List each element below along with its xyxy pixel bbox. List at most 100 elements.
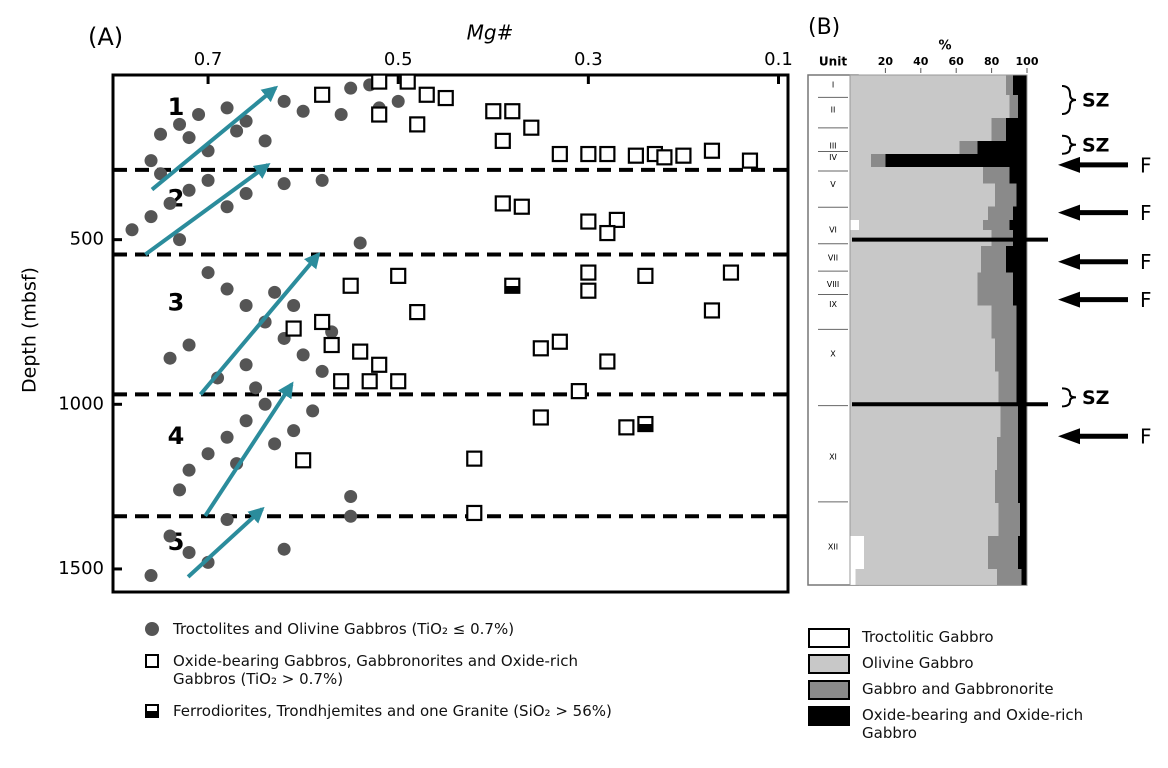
x-tick-label: 0.5 <box>384 49 413 70</box>
point <box>295 452 312 469</box>
point <box>342 277 359 294</box>
lithology-segment <box>988 536 1019 569</box>
lithology-segment <box>996 568 1022 586</box>
legend-entry: Gabbro and Gabbronorite <box>808 680 1128 700</box>
point <box>315 364 329 378</box>
lithology-segment <box>850 75 1006 95</box>
point <box>580 264 597 281</box>
lithology-segment <box>850 154 872 168</box>
lithology-segment <box>1005 117 1027 141</box>
x-tick-label: 40 <box>913 55 929 68</box>
lithology-segment <box>1009 94 1019 118</box>
point <box>144 154 158 168</box>
lithology-segment <box>850 94 1010 118</box>
point <box>258 397 272 411</box>
point <box>277 177 291 191</box>
point <box>249 381 263 395</box>
point <box>182 463 196 477</box>
point <box>344 81 358 95</box>
point <box>182 545 196 559</box>
point <box>371 73 388 90</box>
point <box>390 267 407 284</box>
fault-arrowhead <box>1058 291 1080 308</box>
point <box>211 371 225 385</box>
point <box>494 132 511 149</box>
lithology-segment <box>977 140 1027 155</box>
point <box>532 340 549 357</box>
unit-number: 3 <box>168 288 185 316</box>
unit-label: X <box>830 350 836 359</box>
point <box>220 430 234 444</box>
point <box>570 383 587 400</box>
lithology-segment <box>1019 503 1027 537</box>
unit-header: Unit <box>819 55 847 69</box>
lithology-segment <box>998 371 1017 405</box>
fault-label: F <box>1140 288 1152 312</box>
point <box>182 338 196 352</box>
lithology-segment <box>1016 338 1027 372</box>
point <box>353 236 367 250</box>
point <box>144 569 158 583</box>
x-tick-label: 0.7 <box>194 49 223 70</box>
lithology-segment <box>850 219 859 230</box>
point <box>333 373 350 390</box>
point <box>675 147 692 164</box>
plot-frame <box>111 73 790 594</box>
point <box>618 419 635 436</box>
point <box>399 73 416 90</box>
lithology-segment <box>850 338 996 372</box>
point <box>323 336 340 354</box>
point <box>334 108 348 122</box>
unit-label: V <box>830 180 836 189</box>
legend-label: Oxide-bearing and Oxide-rich Gabbro <box>862 706 1084 742</box>
fault-label: F <box>1140 201 1152 225</box>
legend-swatch <box>808 680 850 700</box>
lithology-segment <box>855 568 997 586</box>
y-tick-label: 1500 <box>58 558 104 579</box>
legend-label: Gabbro and Gabbronorite <box>862 680 1054 698</box>
lithology-segment <box>1018 437 1027 471</box>
unit-label: VII <box>828 253 838 262</box>
point <box>418 86 435 103</box>
point <box>306 404 320 418</box>
legend-swatch <box>808 628 850 648</box>
legend-label: Troctolites and Olivine Gabbros (TiO₂ ≤ … <box>173 620 515 638</box>
point <box>513 198 530 215</box>
point <box>258 134 272 148</box>
point <box>230 124 244 138</box>
point <box>409 303 426 321</box>
point <box>741 152 759 169</box>
point <box>656 149 673 166</box>
lithology-segment <box>1018 536 1027 569</box>
unit-label: I <box>832 80 834 89</box>
lithology-segment <box>1012 206 1027 220</box>
shear-zone-brace <box>1061 387 1077 408</box>
unit-label: XII <box>828 542 838 551</box>
point <box>523 119 540 136</box>
point <box>220 200 234 214</box>
legend-entry: Olivine Gabbro <box>808 654 1128 674</box>
point <box>182 183 196 197</box>
y-tick-label: 500 <box>70 229 104 250</box>
point <box>314 313 331 331</box>
point <box>390 373 407 390</box>
strip-frame <box>849 74 1028 586</box>
fault-arrowhead <box>1058 156 1080 173</box>
point <box>466 450 483 467</box>
lithology-segment <box>982 219 1010 230</box>
lithology-segment <box>850 371 999 405</box>
unit-label: IV <box>829 153 837 162</box>
point <box>703 142 721 159</box>
point <box>182 131 196 145</box>
lithology-segment <box>885 154 1027 168</box>
point <box>580 213 597 230</box>
lithology-segment <box>982 167 1010 184</box>
x-tick-label: 20 <box>878 55 894 68</box>
point <box>220 282 234 296</box>
fault-arrowhead <box>1058 253 1080 270</box>
point <box>371 356 388 373</box>
point <box>315 173 329 187</box>
panel-label: (B) <box>808 15 840 40</box>
